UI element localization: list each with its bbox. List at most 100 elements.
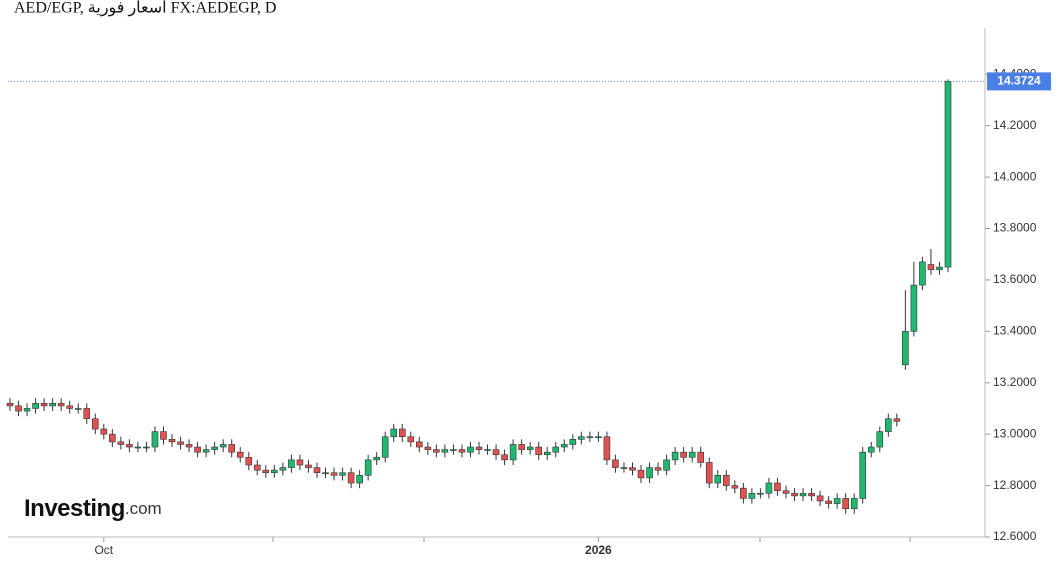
candle-body: [620, 467, 628, 469]
candle-body: [398, 428, 406, 438]
candle-body: [236, 451, 244, 458]
candle-body: [313, 467, 321, 474]
candle-body: [876, 431, 884, 448]
y-tick-label: 13.2000: [993, 375, 1037, 389]
candle-body: [381, 436, 389, 458]
candle-body: [586, 436, 594, 439]
candle-body: [49, 403, 56, 407]
candle-body: [603, 436, 611, 461]
y-tick-label: 13.8000: [993, 221, 1037, 235]
candle-body: [518, 444, 525, 450]
candle-body: [705, 462, 713, 484]
candle-body: [117, 441, 125, 445]
candle-body: [910, 284, 918, 332]
candle-body: [407, 436, 415, 443]
candle-body: [211, 446, 218, 450]
candle-body: [347, 472, 355, 484]
candle-body: [134, 446, 142, 449]
candle-body: [458, 449, 466, 453]
candle-body: [919, 261, 926, 286]
candle-body: [484, 449, 491, 451]
candle-body: [168, 439, 176, 443]
candle-body: [57, 403, 65, 407]
candle-body: [40, 403, 48, 407]
candle-body: [91, 418, 99, 430]
candle-body: [305, 464, 312, 468]
x-tick-label: 2026: [585, 543, 612, 557]
candle-body: [842, 498, 849, 510]
candle-body: [6, 403, 14, 407]
candle-body: [791, 492, 798, 497]
candle-body: [859, 451, 867, 499]
y-tick-label: 13.4000: [993, 324, 1037, 338]
candle-body: [944, 81, 952, 268]
candle-body: [143, 446, 150, 449]
y-tick-label: 14.2000: [993, 118, 1037, 132]
candle-body: [15, 405, 22, 412]
candle-body: [253, 464, 261, 471]
candle-body: [330, 472, 338, 476]
candle-body: [578, 436, 585, 440]
y-tick-label: 12.8000: [993, 478, 1037, 492]
candle-body: [433, 449, 440, 453]
candle-body: [816, 495, 824, 502]
candle-body: [680, 451, 687, 458]
candle-body: [475, 446, 483, 450]
candle-body: [151, 431, 159, 448]
candle-body: [535, 446, 542, 456]
candle-body: [867, 446, 875, 453]
candle-body: [646, 467, 653, 479]
candle-body: [23, 408, 31, 412]
candle-body: [612, 459, 619, 468]
candle-body: [714, 475, 722, 484]
last-price-label: 14.3724: [997, 74, 1041, 88]
candle-body: [177, 441, 184, 445]
candle-body: [671, 451, 679, 461]
candle-body: [893, 418, 901, 422]
candle-body: [356, 475, 363, 484]
candle-body: [637, 469, 645, 479]
logo-suffix: .com: [125, 499, 162, 518]
candle-body: [74, 408, 82, 410]
candle-body: [782, 490, 790, 494]
candle-body: [262, 469, 270, 474]
candle-body: [100, 428, 108, 435]
x-tick-label: Oct: [94, 543, 113, 557]
candle-body: [160, 431, 167, 440]
candle-body: [364, 459, 372, 476]
candle-body: [552, 446, 560, 453]
candle-body: [850, 498, 858, 510]
candle-body: [424, 446, 432, 450]
candle-body: [936, 266, 943, 270]
candle-body: [450, 449, 457, 451]
candle-body: [663, 459, 670, 471]
minor-ticks: [272, 537, 911, 542]
candle-body: [688, 451, 696, 458]
y-tick-label: 13.6000: [993, 272, 1037, 286]
candle-body: [748, 492, 756, 499]
candle-body: [509, 444, 517, 461]
candle-body: [501, 454, 508, 461]
candle-body: [902, 331, 909, 366]
candle-body: [245, 457, 253, 466]
candle-body: [722, 475, 730, 486]
candle-body: [109, 433, 116, 443]
logo-name: Investing: [24, 495, 125, 522]
candle-body: [765, 482, 773, 494]
candle-body: [492, 449, 500, 456]
candle-body: [185, 444, 193, 448]
y-tick-label: 14.0000: [993, 169, 1037, 183]
chart-title: AED/EGP, أسعار فورية FX:AEDEGP, D: [14, 0, 276, 17]
candle-body: [799, 492, 807, 497]
candle-body: [697, 451, 705, 463]
candle-body: [219, 444, 227, 448]
candle-body: [927, 264, 935, 270]
logo: Investing.com: [24, 495, 162, 522]
candle-body: [416, 441, 423, 448]
candle-body: [595, 436, 602, 439]
candle-body: [126, 444, 133, 448]
candle-body: [194, 446, 201, 453]
candle-body: [66, 405, 73, 409]
candle-body: [288, 459, 295, 468]
